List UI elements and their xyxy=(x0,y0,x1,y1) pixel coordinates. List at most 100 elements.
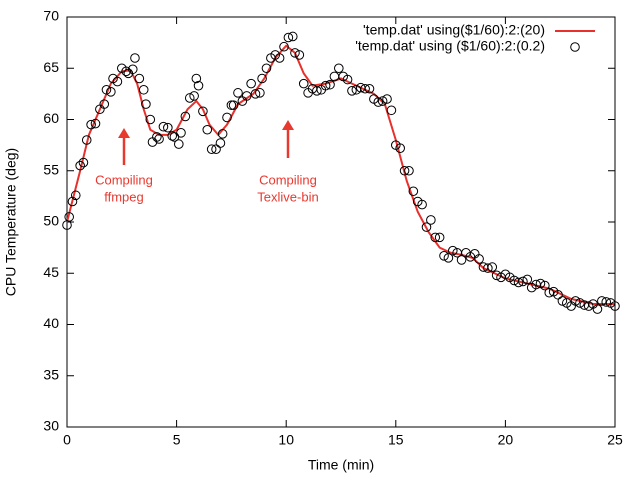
scatter-point xyxy=(158,121,169,132)
scatter-point xyxy=(443,253,454,263)
scatter-point xyxy=(592,304,603,314)
scatter-point xyxy=(64,212,74,222)
x-tick-label: 5 xyxy=(173,432,181,448)
scatter-point xyxy=(141,99,151,109)
scatter-point xyxy=(312,86,322,96)
scatter-point xyxy=(421,222,432,232)
scatter-point xyxy=(176,128,186,138)
scatter-point xyxy=(610,301,620,311)
scatter-point xyxy=(342,74,353,85)
x-tick-label: 15 xyxy=(388,432,404,448)
y-tick-label: 30 xyxy=(43,418,59,434)
scatter-point xyxy=(81,135,92,145)
scatter-point xyxy=(294,50,305,60)
scatter-point xyxy=(386,105,397,116)
scatter-point xyxy=(215,138,226,148)
scatter-point xyxy=(134,73,145,84)
scatter-point xyxy=(106,87,116,97)
scatter-point xyxy=(320,80,331,91)
y-tick-label: 60 xyxy=(43,110,59,126)
scatter-point xyxy=(173,139,184,149)
scatter-point xyxy=(241,91,252,101)
scatter-point xyxy=(522,274,533,285)
scatter-point xyxy=(279,41,289,52)
scatter-point xyxy=(408,186,419,197)
scatter-point xyxy=(597,296,607,306)
legend-label: 'temp.dat' using($1/60):2:(20) xyxy=(363,22,545,38)
scatter-point xyxy=(145,114,156,125)
scatter-point xyxy=(513,277,524,288)
scatter-point xyxy=(180,111,191,122)
scatter-point xyxy=(404,165,414,176)
scatter-point xyxy=(417,199,427,210)
scatter-point xyxy=(570,296,581,306)
scatter-point xyxy=(86,119,96,130)
x-tick-label: 10 xyxy=(278,432,294,448)
scatter-point xyxy=(377,96,388,106)
scatter-point xyxy=(167,131,178,141)
y-tick-label: 70 xyxy=(43,8,59,24)
scatter-point xyxy=(447,245,458,256)
annotation-text: Compiling xyxy=(95,172,153,187)
scatter-point xyxy=(364,83,375,94)
annotation-text: ffmpeg xyxy=(104,189,144,204)
scatter-point xyxy=(290,48,300,58)
scatter-point xyxy=(287,31,298,42)
scatter-point xyxy=(250,89,261,99)
scatter-point xyxy=(474,254,484,264)
scatter-point xyxy=(99,99,110,109)
scatter-point xyxy=(70,190,81,201)
scatter-point xyxy=(226,100,237,110)
scatter-point xyxy=(189,91,199,101)
annotation-arrow-head xyxy=(118,128,130,138)
scatter-point xyxy=(601,297,612,307)
scatter-point xyxy=(535,278,546,289)
scatter-point xyxy=(138,84,149,95)
scatter-point xyxy=(399,165,410,176)
scatter-point xyxy=(373,97,384,107)
scatter-point xyxy=(439,251,449,261)
scatter-point xyxy=(430,232,441,243)
scatter-point xyxy=(246,78,256,89)
scatter-point xyxy=(334,63,344,74)
x-tick-label: 20 xyxy=(498,432,514,448)
annotation-arrow-head xyxy=(282,120,294,130)
x-tick-label: 0 xyxy=(63,432,71,448)
legend-label: 'temp.dat' using ($1/60):2:(0.2) xyxy=(355,38,545,54)
y-tick-label: 40 xyxy=(43,315,59,331)
scatter-point xyxy=(127,64,138,75)
scatter-point xyxy=(78,157,89,168)
scatter-point xyxy=(518,276,528,287)
y-tick-label: 65 xyxy=(43,59,59,75)
scatter-point xyxy=(261,63,272,74)
scatter-point xyxy=(112,76,123,87)
x-axis-label: Time (min) xyxy=(308,457,374,473)
scatter-point xyxy=(121,66,131,77)
scatter-point xyxy=(90,118,101,129)
scatter-point xyxy=(101,84,112,95)
scatter-point xyxy=(360,83,370,94)
scatter-point xyxy=(191,73,202,84)
scatter-point xyxy=(184,93,195,103)
scatter-point xyxy=(130,53,140,63)
y-tick-label: 35 xyxy=(43,366,59,382)
annotation-text: Texlive-bin xyxy=(257,189,318,204)
scatter-point xyxy=(456,255,467,265)
scatter-point xyxy=(202,124,213,135)
scatter-point xyxy=(257,73,267,84)
annotation-text: Compiling xyxy=(259,172,317,187)
y-axis-label: CPU Temperature (deg) xyxy=(3,148,19,296)
scatter-point xyxy=(206,144,217,155)
scatter-point xyxy=(329,71,340,82)
scatter-point xyxy=(274,53,285,63)
scatter-point xyxy=(325,79,335,90)
scatter-point xyxy=(198,106,208,117)
scatter-point xyxy=(540,280,550,291)
scatter-point xyxy=(487,262,498,272)
scatter-point xyxy=(193,80,204,91)
scatter-point xyxy=(67,196,78,207)
scatter-point xyxy=(75,160,85,171)
scatter-point xyxy=(382,94,392,104)
scatter-point xyxy=(152,132,162,142)
